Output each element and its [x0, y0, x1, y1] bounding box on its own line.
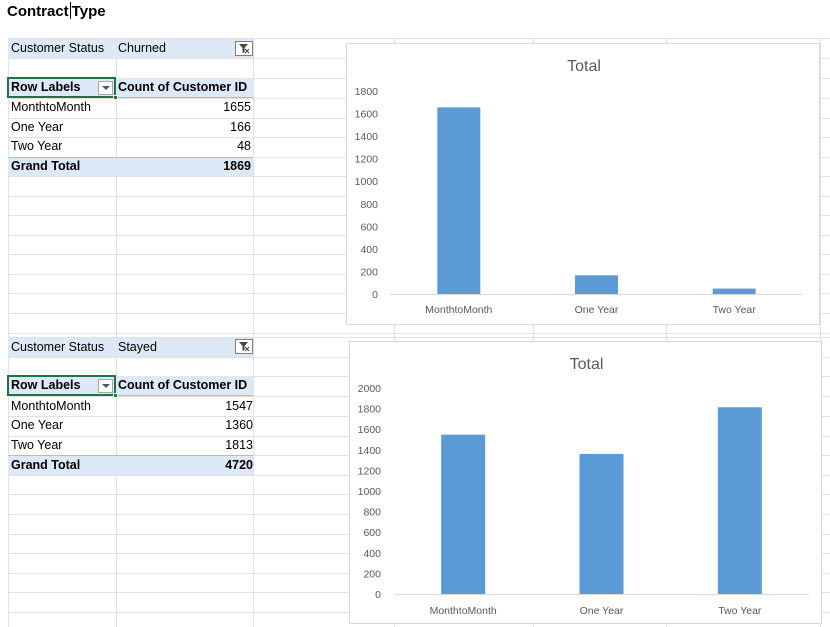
chart-title: Total	[567, 58, 601, 75]
gridline-h	[8, 333, 830, 334]
table-row-label[interactable]: MonthtoMonth	[11, 399, 91, 413]
text-cursor	[69, 2, 71, 19]
chevron-down-icon	[102, 86, 110, 90]
header-band	[8, 376, 253, 395]
filter-value[interactable]: Churned	[118, 41, 166, 55]
fill-handle[interactable]	[113, 393, 118, 398]
y-tick-label: 1400	[355, 131, 379, 143]
gridline-v	[666, 38, 667, 627]
table-row-value[interactable]: 1813	[225, 438, 253, 452]
chart-bar	[441, 434, 486, 594]
chart-bar	[437, 107, 481, 294]
filter-label: Customer Status	[11, 41, 105, 55]
header-band	[8, 78, 253, 97]
chart-bar	[717, 407, 762, 594]
x-tick-label: One Year	[580, 605, 624, 617]
chevron-down-icon	[102, 384, 110, 388]
table-row-label[interactable]: MonthtoMonth	[11, 100, 91, 114]
y-tick-label: 1800	[358, 404, 382, 416]
sheet-title-cell[interactable]: Contract Type	[7, 2, 106, 20]
chart-churned[interactable]: Total 0 200 400 600 800 1000 1200 1400 1600 1800 Mo…	[346, 43, 820, 325]
chart-bar	[575, 275, 618, 294]
x-tick-label: One Year	[575, 304, 619, 316]
count-header[interactable]: Count of Customer ID	[118, 80, 248, 94]
table-row-label[interactable]: One Year	[11, 120, 64, 134]
grand-total-band	[8, 455, 253, 475]
chart-title: Total	[570, 356, 604, 373]
chart-bar	[712, 288, 756, 294]
y-tick-label: 600	[360, 221, 378, 233]
chart-stayed[interactable]: Total 0 200 400 600 800 1000 1200 1400 1600 1800 20…	[349, 341, 822, 624]
y-tick-label: 1000	[358, 486, 382, 498]
y-tick-label: 600	[363, 527, 381, 539]
gridline-v	[533, 38, 534, 627]
grand-total-label[interactable]: Grand Total	[11, 159, 81, 173]
title-text-left: Contract	[7, 3, 69, 20]
gridline-v	[8, 38, 9, 627]
x-tick-label: Two Year	[713, 304, 757, 316]
count-header[interactable]: Count of Customer ID	[118, 378, 248, 392]
x-tick-label: MonthtoMonth	[425, 304, 492, 316]
filter-row-band	[8, 39, 253, 58]
row-labels-header[interactable]: Row Labels	[11, 80, 81, 94]
y-tick-label: 800	[360, 199, 378, 211]
y-tick-label: 2000	[358, 383, 382, 395]
table-row-value[interactable]: 1547	[225, 399, 253, 413]
x-tick-label: MonthtoMonth	[430, 605, 497, 617]
grand-total-value[interactable]: 1869	[223, 159, 251, 173]
gridline-v	[253, 38, 254, 627]
y-tick-label: 800	[363, 507, 381, 519]
y-tick-label: 200	[363, 568, 381, 580]
y-tick-label: 0	[375, 589, 381, 601]
y-tick-label: 1800	[355, 86, 379, 98]
y-tick-label: 1200	[355, 154, 379, 166]
fill-handle[interactable]	[113, 95, 118, 100]
filter-funnel-icon	[239, 44, 250, 54]
table-row-value[interactable]: 166	[230, 120, 251, 134]
table-row-label[interactable]: Two Year	[11, 438, 63, 452]
y-tick-label: 1200	[358, 465, 382, 477]
chart-churned-canvas: Total 0 200 400 600 800 1000 1200 1400 1600 1800 Mo…	[355, 58, 803, 316]
table-row-label[interactable]: Two Year	[11, 139, 63, 153]
y-tick-label: 1600	[355, 109, 379, 121]
y-tick-label: 400	[360, 244, 378, 256]
chart-bar	[579, 453, 624, 594]
title-text-right: Type	[71, 3, 106, 20]
selected-cell-outline	[7, 77, 118, 100]
table-row-value[interactable]: 1655	[223, 100, 251, 114]
grand-total-band	[8, 157, 253, 176]
selected-cell-outline	[7, 375, 118, 398]
chart-stayed-canvas: Total 0 200 400 600 800 1000 1200 1400 1600 1800 20…	[358, 356, 809, 617]
gridline-v	[394, 38, 395, 627]
header-underline	[8, 78, 253, 98]
y-tick-label: 0	[372, 289, 378, 301]
row-labels-header[interactable]: Row Labels	[11, 378, 81, 392]
table-row-value[interactable]: 1360	[225, 418, 253, 432]
y-tick-label: 400	[363, 548, 381, 560]
gridline-h	[8, 337, 830, 338]
row-labels-dropdown[interactable]	[98, 379, 113, 393]
filter-label: Customer Status	[11, 340, 105, 354]
y-tick-label: 1600	[358, 424, 382, 436]
grand-total-label[interactable]: Grand Total	[11, 458, 81, 472]
filter-dropdown-button[interactable]	[235, 41, 253, 56]
y-tick-label: 200	[360, 266, 378, 278]
filter-funnel-icon	[239, 342, 250, 352]
header-underline	[8, 376, 253, 396]
filter-value[interactable]: Stayed	[118, 340, 157, 354]
table-row-value[interactable]: 48	[237, 139, 251, 153]
gridline-v	[820, 38, 821, 627]
table-row-label[interactable]: One Year	[11, 418, 64, 432]
row-labels-dropdown[interactable]	[98, 81, 113, 95]
filter-dropdown-button[interactable]	[235, 339, 253, 354]
filter-row-band	[8, 338, 253, 357]
y-tick-label: 1000	[355, 176, 379, 188]
grand-total-value[interactable]: 4720	[225, 458, 253, 472]
gridline-v	[116, 38, 117, 627]
x-tick-label: Two Year	[718, 605, 762, 617]
y-tick-label: 1400	[358, 445, 382, 457]
gridline-h	[8, 38, 830, 39]
